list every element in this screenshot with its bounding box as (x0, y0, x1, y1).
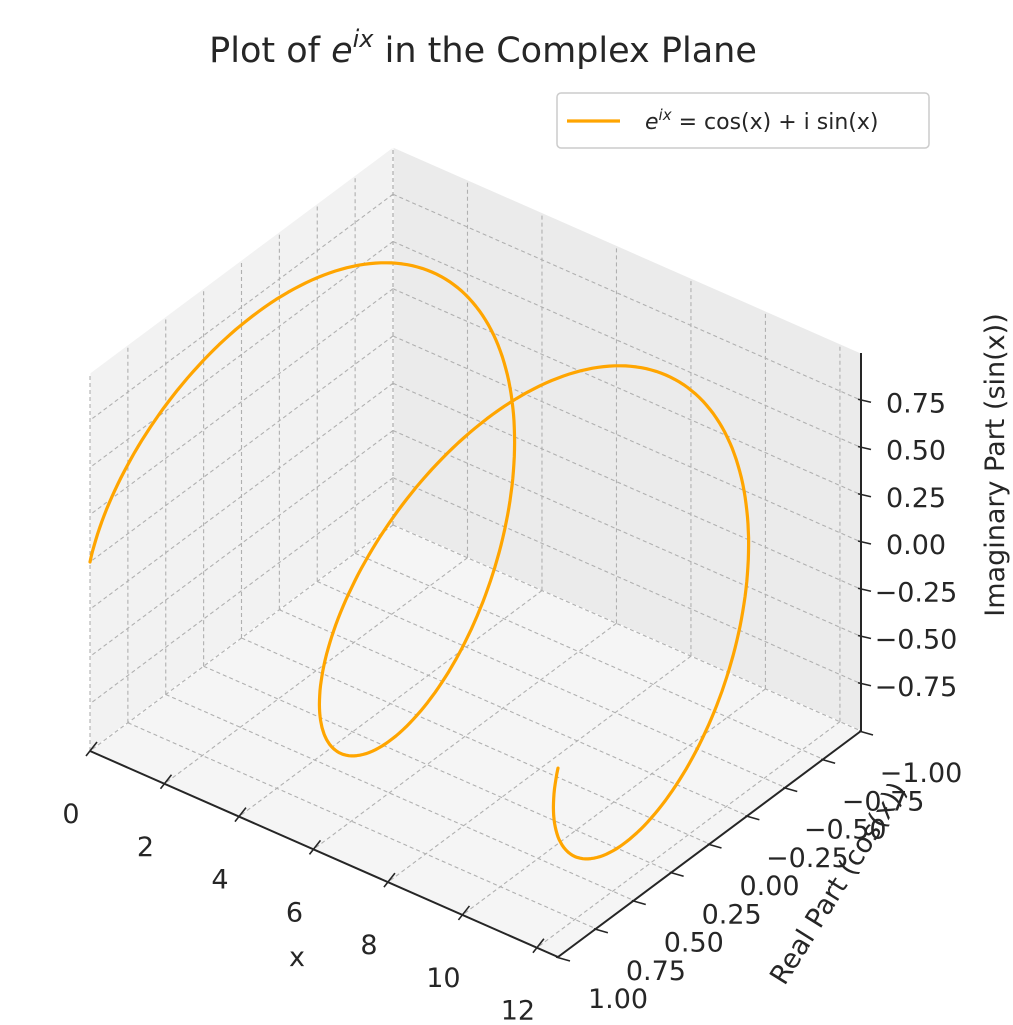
y-tick-label-8: 1.00 (588, 984, 648, 1015)
grid-line-y-floor-7 (127, 722, 597, 930)
grid-line-z-left-2 (89, 382, 394, 610)
grid-line-z-left-0 (89, 477, 394, 705)
x-tick-label-1: 2 (137, 832, 154, 863)
x-tick-label-0: 0 (62, 799, 79, 830)
y-tick-mark-4 (707, 843, 722, 849)
grid-line-z-back-0 (392, 477, 862, 685)
legend: eix = cos(x) + i sin(x) (556, 92, 930, 149)
x-axis-label: x (289, 942, 305, 973)
z-tick-label-3: 0.00 (886, 530, 946, 561)
tick-labels: 024681012−1.00−0.75−0.50−0.250.000.250.5… (62, 388, 962, 1025)
z-tick-label-2: −0.25 (875, 577, 958, 608)
grid-line-y-floor-6 (165, 693, 634, 902)
axes-panes (89, 146, 862, 958)
x-tick-mark-6 (532, 938, 545, 954)
grid-line-z-left-1 (89, 430, 394, 657)
z-tick-label-4: 0.25 (886, 483, 946, 514)
grid-line-y-floor-1 (354, 552, 824, 760)
z-tick-mark-0 (857, 681, 872, 687)
x-tick-mark-3 (308, 839, 322, 855)
z-tick-mark-2 (857, 587, 872, 593)
z-tick-label-6: 0.75 (886, 388, 946, 419)
y-tick-mark-0 (858, 730, 874, 736)
grid-line-z-back-5 (392, 240, 862, 449)
y-tick-label-7: 0.75 (626, 956, 686, 987)
y-tick-mark-8 (555, 956, 571, 962)
y-tick-label-2: −0.50 (804, 815, 887, 846)
grid-lines (89, 147, 862, 958)
grid-line-z-back-3 (392, 335, 862, 543)
y-tick-mark-1 (820, 758, 836, 765)
grid-line-z-back-4 (392, 288, 862, 496)
z-tick-label-0: −0.75 (875, 672, 958, 703)
grid-line-x-floor-6 (536, 721, 841, 949)
x-axis-line (89, 750, 559, 958)
x-tick-label-5: 10 (426, 963, 460, 994)
y-tick-label-5: 0.25 (702, 899, 762, 930)
grid-line-z-left-4 (89, 288, 394, 516)
y-tick-mark-5 (669, 871, 684, 878)
axis-lines (85, 353, 874, 962)
legend-frame (556, 92, 930, 149)
x-tick-mark-2 (234, 807, 247, 823)
x-tick-label-6: 12 (501, 996, 535, 1025)
x-tick-mark-1 (159, 774, 173, 790)
grid-line-z-left-6 (89, 193, 394, 421)
grid-line-z-back-2 (392, 382, 862, 590)
y-tick-mark-7 (593, 927, 609, 934)
z-tick-mark-3 (857, 540, 872, 545)
grid-line-y-floor-0 (392, 524, 862, 732)
grid-line-z-left-3 (89, 335, 394, 563)
z-tick-mark-4 (857, 492, 872, 498)
grid-line-x-floor-1 (164, 557, 468, 785)
series-layer (88, 261, 751, 861)
grid-line-y-floor-2 (317, 580, 786, 789)
grid-line-x-floor-3 (313, 622, 617, 850)
grid-line-y-floor-4 (241, 637, 710, 845)
y-tick-mark-3 (745, 814, 760, 821)
legend-entry-label: eix = cos(x) + i sin(x) (645, 106, 878, 135)
y-tick-mark-2 (783, 786, 798, 793)
grid-line-y-floor-3 (279, 609, 748, 817)
x-tick-mark-5 (457, 905, 471, 921)
grid-line-y-floor-5 (203, 665, 672, 873)
z-tick-label-5: 0.50 (886, 436, 946, 467)
z-axis-label: Imaginary Part (sin(x)) (980, 313, 1011, 616)
chart-title: Plot of eix in the Complex Plane (209, 25, 757, 71)
z-tick-label-1: −0.50 (875, 625, 958, 656)
z-tick-mark-5 (857, 445, 872, 451)
series-line-0 (88, 261, 751, 861)
y-tick-label-0: −1.00 (880, 758, 963, 789)
grid-line-z-back-1 (392, 429, 862, 638)
x-tick-label-2: 4 (211, 865, 228, 896)
x-tick-label-3: 6 (286, 897, 303, 928)
grid-line-z-back-6 (392, 193, 862, 401)
z-tick-mark-1 (857, 634, 872, 640)
y-tick-mark-6 (631, 899, 646, 906)
y-tick-label-1: −0.75 (842, 786, 925, 817)
x-tick-mark-4 (383, 872, 396, 888)
x-tick-mark-0 (85, 741, 98, 757)
grid-line-z-left-5 (89, 241, 394, 468)
y-tick-label-3: −0.25 (766, 843, 849, 874)
z-tick-mark-6 (857, 398, 872, 404)
y-tick-label-4: 0.00 (739, 871, 799, 902)
y-tick-label-6: 0.50 (664, 928, 724, 959)
x-tick-label-4: 8 (360, 930, 377, 961)
